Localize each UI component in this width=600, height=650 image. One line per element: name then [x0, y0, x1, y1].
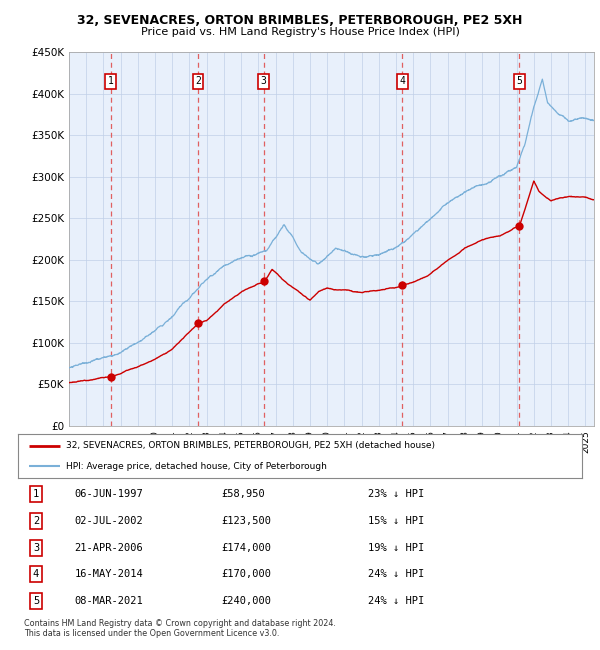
Text: 06-JUN-1997: 06-JUN-1997 — [74, 489, 143, 499]
Text: 4: 4 — [33, 569, 39, 579]
Text: 16-MAY-2014: 16-MAY-2014 — [74, 569, 143, 579]
Text: 1: 1 — [33, 489, 39, 499]
Text: 5: 5 — [517, 76, 523, 86]
Text: £123,500: £123,500 — [221, 516, 271, 526]
Text: £170,000: £170,000 — [221, 569, 271, 579]
Text: 19% ↓ HPI: 19% ↓ HPI — [368, 543, 424, 552]
Text: £58,950: £58,950 — [221, 489, 265, 499]
Text: 32, SEVENACRES, ORTON BRIMBLES, PETERBOROUGH, PE2 5XH (detached house): 32, SEVENACRES, ORTON BRIMBLES, PETERBOR… — [66, 441, 435, 450]
Text: Price paid vs. HM Land Registry's House Price Index (HPI): Price paid vs. HM Land Registry's House … — [140, 27, 460, 37]
Text: 24% ↓ HPI: 24% ↓ HPI — [368, 596, 424, 606]
Text: 15% ↓ HPI: 15% ↓ HPI — [368, 516, 424, 526]
Text: £240,000: £240,000 — [221, 596, 271, 606]
Text: 4: 4 — [400, 76, 406, 86]
Text: 02-JUL-2002: 02-JUL-2002 — [74, 516, 143, 526]
Text: £174,000: £174,000 — [221, 543, 271, 552]
Text: 08-MAR-2021: 08-MAR-2021 — [74, 596, 143, 606]
Text: 1: 1 — [108, 76, 114, 86]
Text: 5: 5 — [33, 596, 39, 606]
Text: 32, SEVENACRES, ORTON BRIMBLES, PETERBOROUGH, PE2 5XH: 32, SEVENACRES, ORTON BRIMBLES, PETERBOR… — [77, 14, 523, 27]
Text: 23% ↓ HPI: 23% ↓ HPI — [368, 489, 424, 499]
Text: Contains HM Land Registry data © Crown copyright and database right 2024.
This d: Contains HM Land Registry data © Crown c… — [24, 619, 336, 638]
Text: 24% ↓ HPI: 24% ↓ HPI — [368, 569, 424, 579]
Text: 3: 3 — [260, 76, 266, 86]
Text: 2: 2 — [33, 516, 39, 526]
Text: 3: 3 — [33, 543, 39, 552]
Text: 2: 2 — [195, 76, 201, 86]
Text: 21-APR-2006: 21-APR-2006 — [74, 543, 143, 552]
Text: HPI: Average price, detached house, City of Peterborough: HPI: Average price, detached house, City… — [66, 462, 327, 471]
